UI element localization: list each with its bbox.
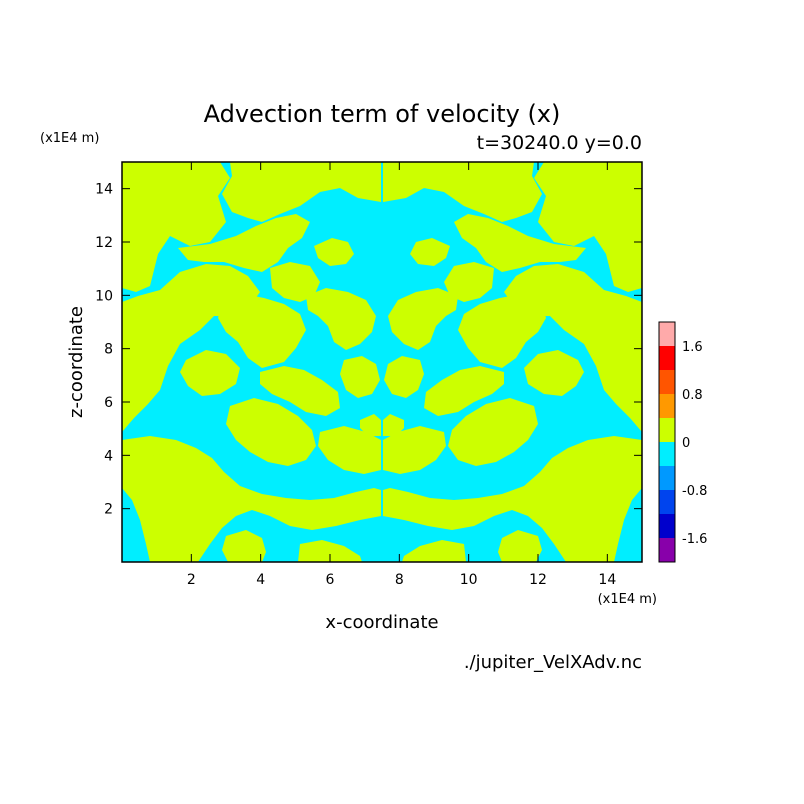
colorbar-swatch	[659, 514, 675, 538]
colorbar-label: -0.8	[682, 484, 707, 499]
y-tick-label: 2	[104, 502, 113, 518]
colorbar: 1.6 0.8 0 -0.8 -1.6	[658, 321, 707, 563]
x-axis-label: x-coordinate	[325, 612, 438, 633]
colorbar-label: -1.6	[682, 532, 707, 547]
positive-region	[306, 288, 376, 350]
colorbar-frame	[658, 321, 676, 563]
positive-region	[360, 414, 381, 436]
chart-title: Advection term of velocity (x)	[204, 100, 561, 128]
y-tick-label: 8	[104, 342, 113, 358]
colorbar-swatch	[659, 490, 675, 514]
y-axis-label: z-coordinate	[66, 306, 87, 418]
positive-region	[270, 262, 320, 302]
x-tick-label: 2	[187, 572, 196, 588]
colorbar-swatch	[659, 322, 675, 346]
positive-region	[178, 214, 310, 272]
positive-region	[298, 540, 362, 562]
colorbar-swatch	[659, 418, 675, 442]
colorbar-swatch	[659, 466, 675, 490]
colorbar-swatch	[659, 538, 675, 562]
positive-region	[318, 426, 381, 474]
y-tick-label: 4	[104, 448, 113, 464]
x-tick-label: 14	[598, 572, 616, 588]
colorbar-swatch	[659, 442, 675, 466]
x-tick-label: 4	[256, 572, 265, 588]
colorbar-label: 1.6	[682, 340, 703, 355]
axis-ticks: 2 4 6 8 10 12 14 2 4 6 8 10 12 14	[95, 162, 642, 588]
x-unit-label: (x1E4 m)	[598, 592, 657, 607]
plot-frame	[121, 161, 643, 563]
positive-regions-left	[122, 162, 381, 562]
positive-region	[122, 330, 144, 358]
colorbar-label: 0	[682, 436, 690, 451]
footer-filename: ./jupiter_VelXAdv.nc	[464, 652, 642, 673]
y-tick-label: 6	[104, 395, 113, 411]
positive-region	[122, 162, 230, 292]
contour-field	[122, 162, 642, 562]
positive-region	[222, 530, 266, 562]
y-tick-label: 14	[95, 182, 113, 198]
x-tick-label: 6	[326, 572, 335, 588]
x-tick-label: 12	[529, 572, 547, 588]
positive-region	[150, 452, 204, 500]
y-unit-label: (x1E4 m)	[40, 131, 99, 146]
colorbar-label: 0.8	[682, 388, 703, 403]
x-tick-label: 8	[395, 572, 404, 588]
positive-region	[180, 350, 240, 396]
positive-region	[340, 356, 380, 398]
y-tick-label: 12	[95, 235, 113, 251]
chart-subtitle: t=30240.0 y=0.0	[477, 132, 642, 154]
colorbar-swatch	[659, 370, 675, 394]
colorbar-swatch	[659, 394, 675, 418]
positive-region	[218, 294, 306, 368]
positive-region	[314, 238, 354, 266]
positive-region	[222, 162, 381, 222]
colorbar-swatch	[659, 346, 675, 370]
y-tick-label: 10	[95, 288, 113, 304]
x-tick-label: 10	[460, 572, 478, 588]
positive-region	[244, 426, 280, 454]
positive-region	[260, 366, 340, 416]
